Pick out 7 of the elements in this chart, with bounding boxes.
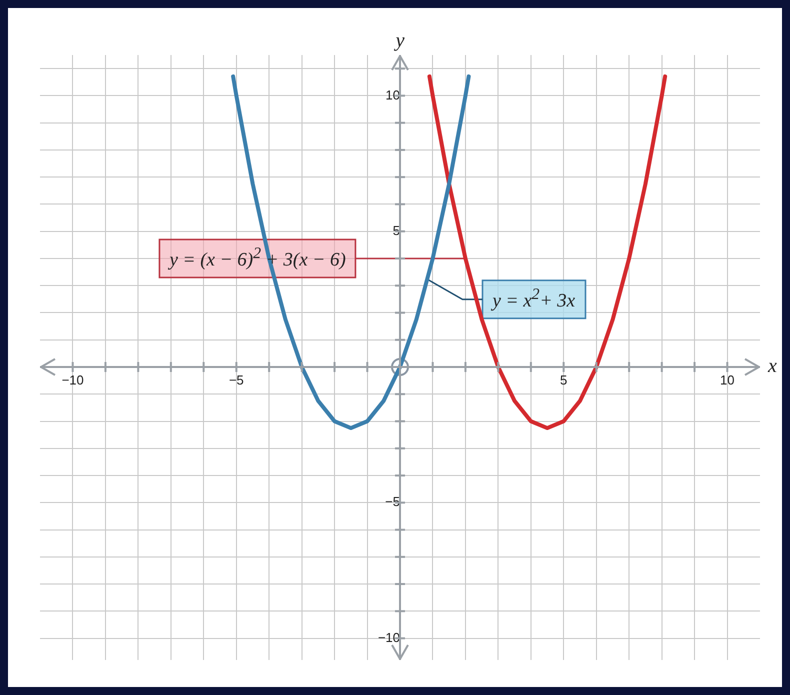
x-tick-label: −10 bbox=[62, 372, 84, 388]
x-tick-label: 5 bbox=[560, 372, 568, 388]
x-axis-title: x bbox=[767, 355, 777, 378]
x-tick-label: 10 bbox=[720, 372, 735, 388]
y-axis-title: y bbox=[394, 29, 405, 52]
x-tick-label: −5 bbox=[228, 372, 244, 388]
annotation: y = x$^{2}$+ 3x bbox=[482, 280, 586, 319]
